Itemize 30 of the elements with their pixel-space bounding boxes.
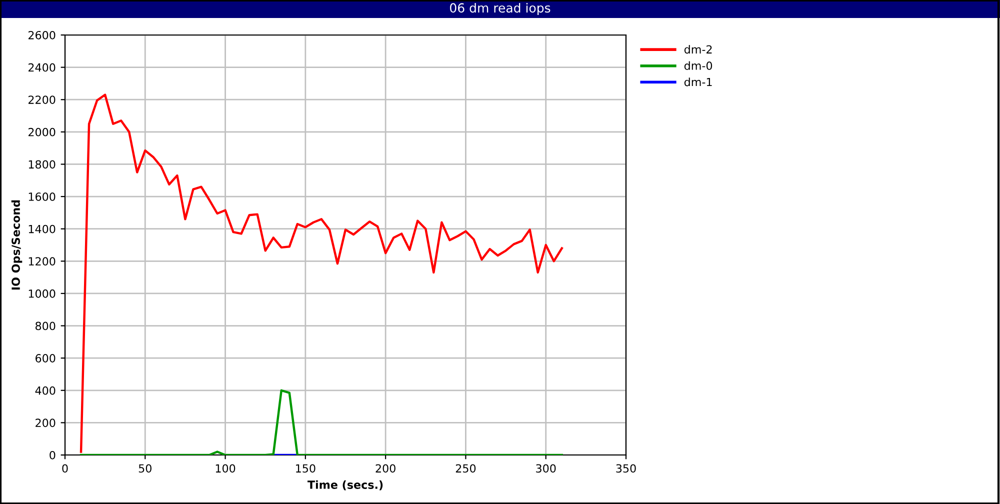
y-tick-label: 1200 (28, 257, 56, 266)
legend-label: dm-2 (684, 45, 712, 54)
y-tick-label: 400 (35, 386, 56, 395)
x-tick-label: 50 (138, 464, 152, 473)
y-tick-label: 2400 (28, 63, 56, 72)
y-tick-label: 200 (36, 418, 56, 428)
legend-label: dm-0 (684, 61, 712, 70)
y-tick-label: 800 (36, 322, 56, 330)
x-axis-title: Time (secs.) (308, 480, 383, 490)
x-tick-label: 200 (376, 464, 396, 473)
line-series (80, 389, 563, 455)
chart-title: 06 dm read iops (450, 2, 550, 16)
y-axis-title: IO Ops/Second (11, 200, 22, 290)
x-tick-label: 250 (456, 464, 476, 473)
x-tick-label: 0 (62, 464, 68, 473)
y-tick-label: 600 (36, 354, 56, 362)
y-tick-label: 1400 (28, 224, 56, 234)
line-series (80, 94, 563, 453)
y-tick-label: 1800 (28, 160, 56, 169)
y-tick-label: 1000 (28, 289, 56, 298)
y-tick-label: 2000 (28, 128, 56, 136)
y-tick-label: 2200 (28, 96, 56, 104)
y-tick-label: 2600 (28, 30, 56, 40)
y-tick-label: 0 (50, 450, 56, 460)
x-tick-label: 150 (296, 464, 316, 473)
x-tick-label: 350 (616, 464, 636, 473)
x-tick-label: 300 (536, 464, 556, 473)
x-tick-label: 100 (216, 464, 236, 473)
y-tick-label: 1600 (28, 192, 56, 201)
legend-label: dm-1 (684, 78, 712, 86)
